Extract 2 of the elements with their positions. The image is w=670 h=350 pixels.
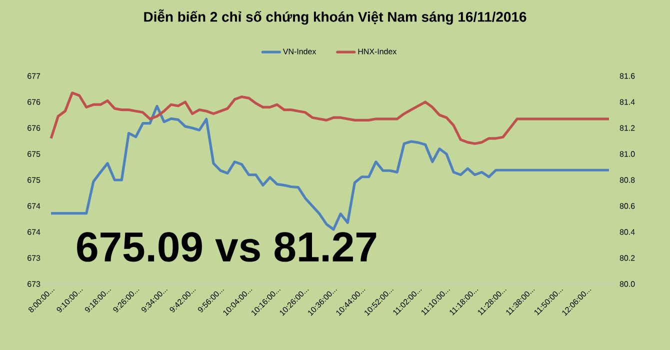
- annotation: 675.09 vs 81.27: [77, 232, 376, 262]
- chart-title: Diễn biến 2 chỉ số chứng khoán Việt Nam sáng 16/11/2016: [144, 9, 526, 25]
